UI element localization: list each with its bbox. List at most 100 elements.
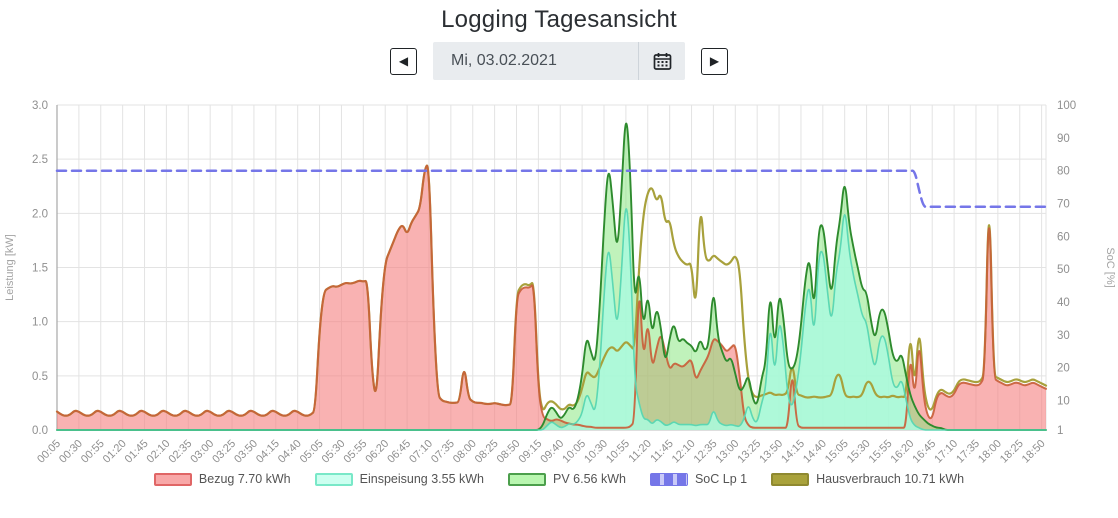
next-day-button[interactable]: ▶ xyxy=(701,47,728,75)
svg-text:04:40: 04:40 xyxy=(276,438,304,466)
svg-text:50: 50 xyxy=(1057,264,1070,276)
svg-text:15:55: 15:55 xyxy=(867,438,895,466)
chart-legend: Bezug 7.70 kWh Einspeisung 3.55 kWh PV 6… xyxy=(0,472,1118,486)
svg-text:14:15: 14:15 xyxy=(779,438,807,466)
svg-text:13:50: 13:50 xyxy=(757,438,785,466)
svg-text:1.0: 1.0 xyxy=(32,317,48,329)
y-axis-left-labels: 0.0 0.5 1.0 1.5 2.0 2.5 3.0 xyxy=(32,100,48,437)
chart-series-lines xyxy=(55,122,1048,431)
svg-text:09:40: 09:40 xyxy=(538,438,566,466)
svg-text:01:45: 01:45 xyxy=(123,438,151,466)
svg-text:05:30: 05:30 xyxy=(320,438,348,466)
legend-item-einspeisung[interactable]: Einspeisung 3.55 kWh xyxy=(314,472,484,486)
series-area-pv xyxy=(57,123,1046,430)
legend-swatch-pv xyxy=(508,472,547,486)
series-line-soc xyxy=(55,169,1048,209)
legend-label-soc: SoC Lp 1 xyxy=(694,472,748,486)
chart-canvas[interactable]: 0.0 0.5 1.0 1.5 2.0 2.5 3.0 1 10 20 30 40 50 60 70 80 90… xyxy=(0,88,1118,472)
svg-text:00:05: 00:05 xyxy=(35,438,63,466)
svg-text:18:00: 18:00 xyxy=(976,438,1004,466)
svg-text:17:35: 17:35 xyxy=(954,438,982,466)
svg-text:11:45: 11:45 xyxy=(648,438,675,465)
calendar-icon xyxy=(653,52,671,70)
x-axis-labels: 00:0500:3000:5501:2001:4502:1002:3503:00… xyxy=(35,438,1048,466)
legend-label-hausverbrauch: Hausverbrauch 10.71 kWh xyxy=(816,472,965,486)
date-picker[interactable]: Mi, 03.02.2021 xyxy=(433,42,685,80)
legend-item-bezug[interactable]: Bezug 7.70 kWh xyxy=(153,472,291,486)
legend-item-pv[interactable]: PV 6.56 kWh xyxy=(508,472,626,486)
svg-text:80: 80 xyxy=(1057,166,1070,178)
svg-text:1.5: 1.5 xyxy=(32,263,48,275)
series-line-einspeisung xyxy=(56,208,1047,431)
svg-text:02:10: 02:10 xyxy=(145,438,173,466)
svg-text:3.0: 3.0 xyxy=(32,100,48,112)
svg-text:03:25: 03:25 xyxy=(210,438,238,466)
y-axis-right-title: SoC [%] xyxy=(1104,247,1116,287)
svg-text:2.0: 2.0 xyxy=(32,208,48,220)
svg-text:30: 30 xyxy=(1057,330,1070,342)
legend-swatch-soc xyxy=(649,472,688,486)
svg-text:03:50: 03:50 xyxy=(232,438,260,466)
svg-text:00:30: 00:30 xyxy=(57,438,85,466)
legend-item-hausverbrauch[interactable]: Hausverbrauch 10.71 kWh xyxy=(771,472,964,486)
svg-text:10: 10 xyxy=(1057,395,1070,407)
svg-text:05:55: 05:55 xyxy=(341,438,369,466)
prev-arrow-icon: ◀ xyxy=(398,54,409,68)
legend-label-bezug: Bezug 7.70 kWh xyxy=(198,472,291,486)
legend-label-pv: PV 6.56 kWh xyxy=(553,472,626,486)
page-title: Logging Tagesansicht xyxy=(441,6,677,33)
svg-text:02:35: 02:35 xyxy=(166,438,194,466)
svg-text:14:40: 14:40 xyxy=(801,438,829,466)
date-value: Mi, 03.02.2021 xyxy=(451,52,557,69)
y-axis-left-title: Leistung [kW] xyxy=(4,234,16,301)
svg-text:16:20: 16:20 xyxy=(889,438,917,466)
svg-text:12:35: 12:35 xyxy=(692,438,720,466)
next-arrow-icon: ▶ xyxy=(709,54,720,68)
svg-text:10:55: 10:55 xyxy=(604,438,632,466)
svg-text:70: 70 xyxy=(1057,198,1070,210)
svg-text:10:05: 10:05 xyxy=(560,438,588,466)
svg-text:01:20: 01:20 xyxy=(101,438,129,466)
svg-text:03:00: 03:00 xyxy=(188,438,216,466)
header: Logging Tagesansicht ◀ Mi, 03.02.2021 xyxy=(0,0,1118,80)
svg-text:13:25: 13:25 xyxy=(735,438,763,466)
svg-text:17:10: 17:10 xyxy=(932,438,960,466)
svg-text:2.5: 2.5 xyxy=(32,154,48,166)
svg-text:00:55: 00:55 xyxy=(79,438,107,466)
svg-text:08:00: 08:00 xyxy=(451,438,479,466)
svg-text:05:05: 05:05 xyxy=(298,438,326,466)
legend-swatch-hausverbrauch xyxy=(771,472,810,486)
svg-text:0.0: 0.0 xyxy=(32,425,48,437)
svg-text:1: 1 xyxy=(1057,425,1063,437)
series-line-bezug xyxy=(56,164,1047,429)
legend-item-soc[interactable]: SoC Lp 1 xyxy=(649,472,748,486)
calendar-button[interactable] xyxy=(638,42,685,80)
svg-text:15:30: 15:30 xyxy=(845,438,873,466)
axis-titles: Leistung [kW] SoC [%] xyxy=(4,234,1116,301)
svg-text:100: 100 xyxy=(1057,100,1076,112)
svg-text:08:25: 08:25 xyxy=(473,438,501,466)
svg-text:60: 60 xyxy=(1057,231,1070,243)
svg-text:04:15: 04:15 xyxy=(254,438,282,466)
legend-swatch-einspeisung xyxy=(314,472,353,486)
svg-text:08:50: 08:50 xyxy=(495,438,523,466)
svg-text:07:10: 07:10 xyxy=(407,438,435,466)
series-area-bezug xyxy=(57,165,1046,430)
prev-day-button[interactable]: ◀ xyxy=(390,47,417,75)
y-axis-right-labels: 1 10 20 30 40 50 60 70 80 90 100 xyxy=(1057,100,1076,437)
svg-text:40: 40 xyxy=(1057,297,1070,309)
svg-text:06:45: 06:45 xyxy=(385,438,413,466)
svg-text:15:05: 15:05 xyxy=(823,438,851,466)
svg-text:20: 20 xyxy=(1057,363,1070,375)
svg-text:10:30: 10:30 xyxy=(582,438,610,466)
date-nav: ◀ Mi, 03.02.2021 ▶ xyxy=(0,42,1118,80)
svg-text:13:00: 13:00 xyxy=(713,438,741,466)
svg-text:09:15: 09:15 xyxy=(517,438,545,466)
legend-swatch-bezug xyxy=(153,472,192,486)
svg-text:11:20: 11:20 xyxy=(627,438,654,465)
svg-text:18:50: 18:50 xyxy=(1020,438,1048,466)
svg-text:90: 90 xyxy=(1057,133,1070,145)
svg-text:16:45: 16:45 xyxy=(910,438,938,466)
svg-text:07:35: 07:35 xyxy=(429,438,457,466)
svg-text:06:20: 06:20 xyxy=(363,438,391,466)
